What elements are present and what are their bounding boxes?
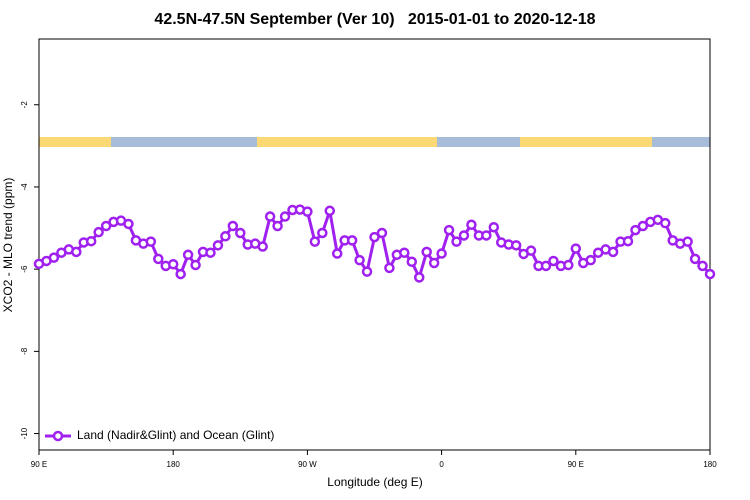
data-point [317, 227, 328, 239]
data-point [123, 218, 134, 230]
y-axis-label: XCO2 - MLO trend (ppm) [1, 178, 15, 313]
data-point [570, 243, 582, 254]
data-point [264, 211, 276, 222]
data-point [443, 224, 455, 236]
data-point [548, 255, 559, 267]
data-point [331, 248, 343, 259]
data-point [540, 260, 552, 272]
data-point [272, 220, 283, 232]
data-point [563, 259, 574, 271]
legend-label: Land (Nadir&Glint) and Ocean (Glint) [77, 428, 274, 442]
land-band [520, 137, 652, 147]
data-point [481, 230, 492, 241]
chart-title: 42.5N-47.5N September (Ver 10) 2015-01-0… [154, 11, 595, 28]
data-point [697, 260, 708, 272]
data-point [346, 235, 358, 246]
x-tick-label: 90 W [298, 460, 317, 469]
data-point [488, 221, 500, 233]
data-point [71, 246, 82, 258]
land-band [39, 137, 111, 147]
data-point [182, 249, 194, 261]
data-point [227, 220, 239, 232]
y-tick-label: -2 [20, 101, 29, 109]
data-point [309, 236, 321, 247]
x-tick-label: 90 E [568, 460, 584, 469]
x-tick-label: 90 E [31, 460, 47, 469]
data-point [279, 211, 291, 222]
data-point [421, 246, 432, 258]
data-point [302, 206, 313, 217]
data-point [413, 272, 425, 283]
y-tick-label: -8 [20, 347, 29, 355]
y-tick-label: -4 [20, 183, 29, 191]
data-point [167, 258, 179, 270]
plot-frame [38, 38, 711, 451]
data-point [175, 268, 186, 280]
y-tick-label: -6 [20, 265, 29, 273]
data-point [153, 253, 164, 265]
data-point [525, 245, 537, 256]
data-point [100, 220, 112, 232]
data-point [220, 231, 231, 242]
data-point [212, 240, 224, 251]
data-point [145, 236, 157, 247]
x-tick-label: 180 [167, 460, 181, 469]
data-point [190, 259, 201, 271]
data-point [85, 235, 97, 247]
data-point [458, 230, 470, 241]
data-point [428, 257, 440, 269]
legend-marker [52, 430, 64, 442]
legend: Land (Nadir&Glint) and Ocean (Glint) [45, 428, 274, 442]
data-point [376, 227, 388, 239]
data-point [630, 224, 641, 236]
data-point [399, 247, 410, 258]
data-point [704, 268, 716, 280]
data-point [354, 254, 365, 266]
data-point [622, 235, 634, 247]
data-point [451, 236, 462, 247]
data-point [324, 205, 336, 217]
data-point [660, 217, 671, 229]
data-point [466, 219, 477, 231]
data-point [48, 252, 60, 263]
land-band [257, 137, 437, 147]
y-tick-label: -10 [20, 427, 29, 439]
x-tick-label: 180 [703, 460, 717, 469]
data-point [510, 240, 522, 251]
data-point [361, 266, 373, 277]
data-point [637, 220, 649, 232]
data-point [93, 226, 104, 238]
x-tick-label: 0 [439, 460, 444, 469]
data-point [205, 247, 216, 258]
data-point [436, 248, 447, 259]
data-point [384, 262, 395, 274]
land-ocean-strip [39, 137, 710, 147]
data-point [369, 231, 380, 243]
data-point [682, 236, 693, 247]
data-point [689, 253, 701, 265]
x-axis-label: Longitude (deg E) [327, 475, 422, 489]
data-point [257, 241, 268, 252]
data-point [235, 227, 246, 239]
data-point [406, 256, 418, 268]
data-point [585, 254, 596, 266]
data-point [607, 246, 619, 258]
